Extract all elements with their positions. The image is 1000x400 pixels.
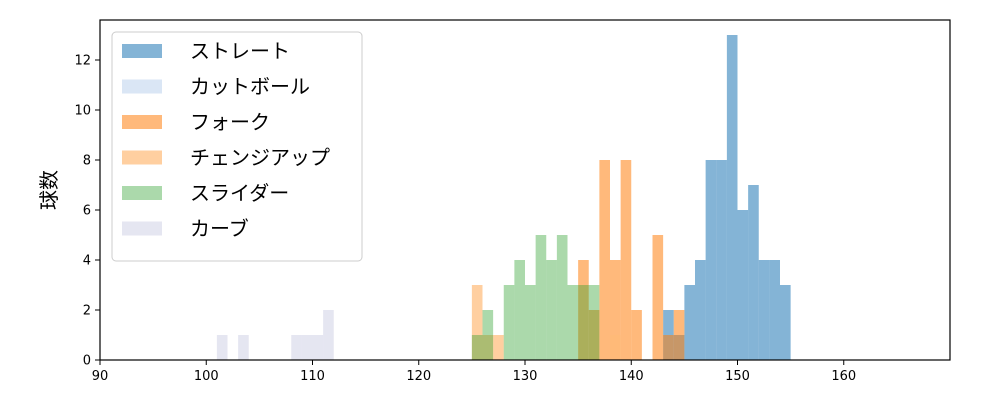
bar-series-4-bin-1 (482, 310, 494, 360)
bar-series-4-bin-9 (578, 285, 589, 360)
bar-series-4-bin-0 (471, 335, 483, 360)
bar-series-0-bin-3 (695, 260, 706, 360)
legend-swatch-0 (122, 44, 162, 58)
bars-layer (216, 35, 791, 360)
bar-series-4-bin-4 (525, 285, 536, 360)
bar-series-2-bin-3 (610, 260, 621, 360)
bar-series-5-bin-2 (291, 335, 302, 360)
bar-series-0-bin-10 (769, 260, 780, 360)
legend-swatch-4 (122, 186, 162, 200)
bar-series-2-bin-8 (673, 310, 685, 360)
bar-series-4-bin-8 (567, 285, 579, 360)
x-tick-label-0: 90 (92, 369, 109, 384)
bar-series-0-bin-4 (705, 160, 717, 360)
y-tick-label-6: 12 (74, 54, 91, 69)
bar-series-4-bin-2 (503, 285, 515, 360)
x-tick-label-3: 120 (406, 369, 431, 384)
bar-series-0-bin-8 (748, 185, 759, 360)
legend-label-0: ストレート (190, 39, 290, 63)
bar-series-2-bin-0 (578, 260, 589, 360)
legend-label-5: カーブ (190, 217, 249, 241)
y-tick-label-5: 10 (74, 104, 91, 119)
bar-series-5-bin-4 (312, 335, 324, 360)
legend-swatch-1 (122, 79, 162, 94)
legend-label-4: スライダー (190, 181, 289, 205)
bar-series-5-bin-0 (216, 335, 228, 360)
bar-series-3-bin-1 (482, 335, 494, 360)
bar-series-3-bin-3 (610, 335, 621, 360)
x-tick-label-7: 160 (831, 369, 856, 384)
x-tick-label-4: 130 (513, 369, 538, 384)
legend-swatch-3 (122, 150, 162, 165)
y-tick-label-1: 2 (83, 304, 91, 319)
bar-series-2-bin-7 (663, 335, 674, 360)
x-tick-label-6: 150 (725, 369, 750, 384)
bar-series-4-bin-7 (556, 235, 568, 360)
bar-series-2-bin-5 (631, 310, 642, 360)
bar-series-4-bin-3 (514, 260, 525, 360)
bar-series-0-bin-6 (726, 35, 738, 360)
bar-series-2-bin-6 (652, 235, 664, 360)
legend-label-2: フォーク (190, 110, 270, 134)
bar-series-5-bin-1 (238, 335, 249, 360)
bar-series-4-bin-10 (588, 285, 600, 360)
bar-series-5-bin-5 (323, 310, 334, 360)
x-tick-label-2: 110 (300, 369, 325, 384)
bar-series-5-bin-3 (301, 335, 313, 360)
bar-series-2-bin-2 (599, 160, 610, 360)
legend-swatch-5 (122, 221, 162, 236)
y-tick-label-4: 8 (83, 154, 91, 169)
bar-series-0-bin-11 (780, 285, 791, 360)
bar-series-4-bin-5 (535, 235, 547, 360)
bar-series-2-bin-4 (620, 160, 632, 360)
legend-swatch-2 (122, 115, 162, 129)
legend-box (111, 31, 363, 262)
y-axis-label: 球数 (37, 170, 61, 210)
y-tick-label-2: 4 (83, 254, 91, 269)
x-axis: 90 100 110 120 130 140 150 160 (92, 360, 856, 384)
x-tick-label-5: 140 (619, 369, 644, 384)
legend-label-3: チェンジアップ (190, 146, 330, 170)
bar-series-0-bin-5 (716, 160, 727, 360)
x-tick-label-1: 100 (194, 369, 219, 384)
bar-series-4-bin-6 (546, 260, 557, 360)
bar-series-0-bin-9 (758, 260, 770, 360)
y-axis: 0 2 4 6 8 10 12 (74, 54, 100, 369)
y-tick-label-3: 6 (83, 204, 91, 219)
bar-series-2-bin-1 (588, 310, 600, 360)
legend-label-1: カットボール (190, 75, 310, 99)
bar-series-3-bin-0 (471, 285, 483, 360)
y-tick-label-0: 0 (83, 354, 91, 369)
bar-series-0-bin-2 (684, 285, 695, 360)
bar-series-0-bin-7 (737, 210, 749, 360)
bar-series-3-bin-2 (493, 335, 504, 360)
